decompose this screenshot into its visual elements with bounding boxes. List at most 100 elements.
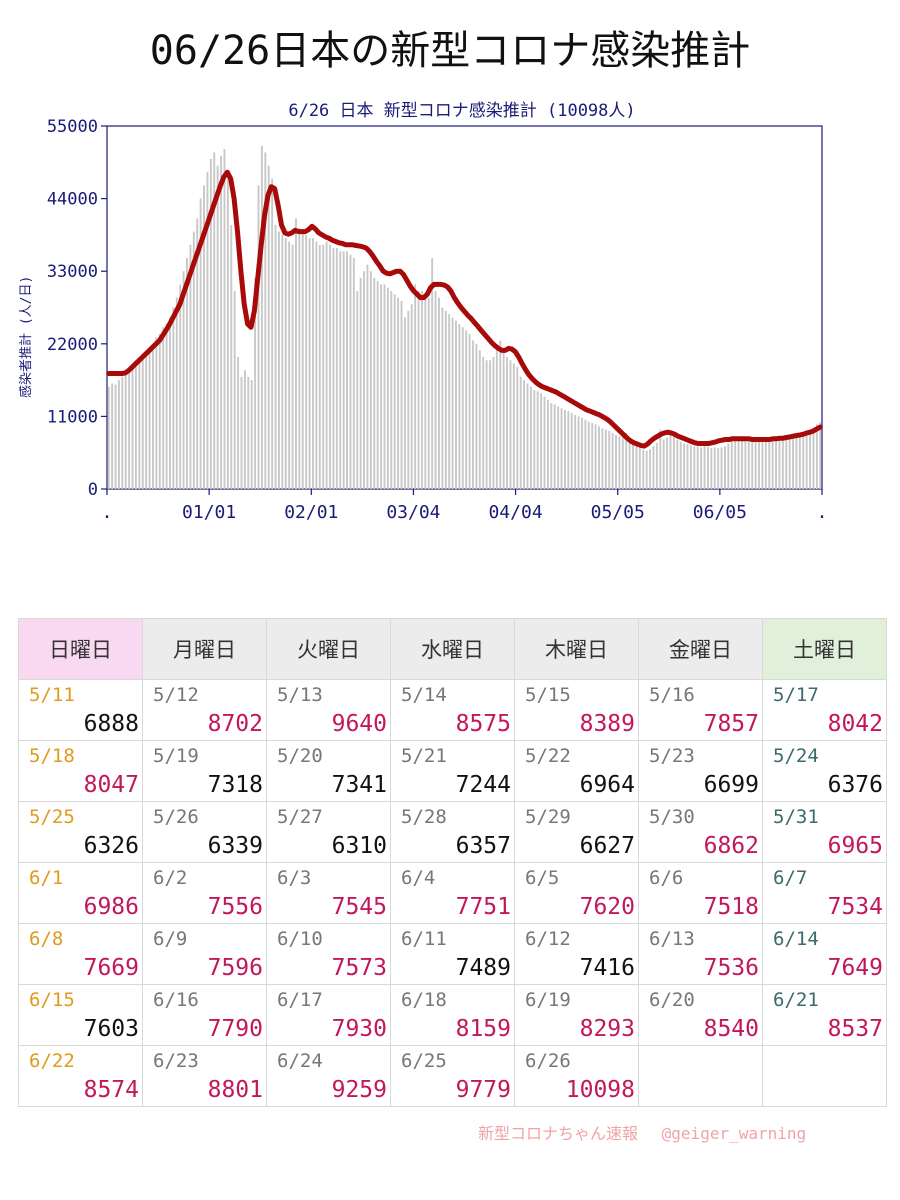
bar [318, 244, 321, 489]
bar [523, 380, 526, 489]
bar [458, 324, 461, 489]
calendar-value: 6357 [455, 833, 511, 859]
bar [741, 439, 743, 489]
bar [744, 439, 747, 489]
bar [706, 446, 709, 489]
calendar-date: 5/25 [29, 806, 75, 828]
y-axis: 55000 44000 33000 22000 11000 0 [47, 117, 107, 500]
bar [546, 399, 549, 489]
calendar-day-cell: 5/25 6326 [18, 801, 143, 863]
bar [758, 439, 760, 489]
bar [478, 350, 481, 489]
bar [485, 360, 488, 489]
bar [250, 380, 253, 489]
bar [397, 297, 400, 489]
calendar-week-row: 6/15 7603 6/16 7790 6/17 7930 6/18 8159 6/19 8293… [18, 984, 887, 1046]
bar [455, 320, 457, 489]
bar [492, 357, 495, 489]
bar [128, 370, 131, 489]
bar [516, 366, 519, 489]
bar [526, 383, 529, 489]
bar [761, 440, 764, 489]
bar [638, 448, 641, 489]
bar [672, 436, 675, 489]
calendar-week-row: 6/22 8574 6/23 8801 6/24 9259 6/25 9779 6/26 1009… [18, 1045, 887, 1107]
calendar-date: 5/12 [153, 684, 199, 706]
calendar-day-cell: 6/13 7536 [638, 923, 763, 985]
bar [134, 360, 137, 489]
calendar-day-cell: 5/14 8575 [390, 679, 515, 741]
y-tick-label: 11000 [47, 407, 98, 427]
calendar-date: 6/21 [773, 989, 819, 1011]
calendar-date: 5/22 [525, 745, 571, 767]
calendar-date: 5/14 [401, 684, 447, 706]
calendar-date: 6/18 [401, 989, 447, 1011]
footer: 新型コロナちゃん速報 @geiger_warning [478, 1120, 820, 1144]
calendar-day-cell: 6/1 6986 [18, 862, 143, 924]
calendar-date: 6/2 [153, 867, 188, 889]
bar [540, 393, 543, 489]
bar [737, 440, 740, 489]
bar [621, 437, 624, 489]
calendar-value: 7790 [207, 1016, 263, 1042]
calendar-day-cell: 5/18 8047 [18, 740, 143, 802]
calendar-date: 6/24 [277, 1050, 323, 1072]
calendar-value: 6888 [83, 711, 139, 737]
calendar-value: 9779 [455, 1077, 511, 1103]
bar [148, 347, 151, 489]
bar [359, 277, 362, 489]
calendar-day-cell: 5/15 8389 [514, 679, 639, 741]
plot-frame [106, 125, 823, 490]
calendar-day-cell: 5/24 6376 [762, 740, 887, 802]
bar [649, 449, 652, 489]
calendar-value: 7930 [331, 1016, 387, 1042]
calendar-value: 8801 [207, 1077, 263, 1103]
calendar-value: 9259 [331, 1077, 387, 1103]
calendar-week-row: 6/1 6986 6/2 7556 6/3 7545 6/4 7751 6/5 7620 6/6 75… [18, 862, 887, 924]
calendar-value: 7751 [455, 894, 511, 920]
bar [775, 438, 777, 489]
bar [560, 408, 563, 489]
calendar-date: 5/15 [525, 684, 571, 706]
calendar-value: 7857 [703, 711, 759, 737]
bar [577, 416, 580, 489]
bar [175, 297, 178, 489]
bar [475, 343, 478, 489]
bar [581, 417, 583, 489]
bar [563, 409, 566, 489]
calendar-date: 6/3 [277, 867, 312, 889]
calendar-value: 7536 [703, 955, 759, 981]
bar [676, 439, 679, 489]
bar [203, 185, 205, 489]
calendar-day-cell: 6/9 7596 [142, 923, 267, 985]
bar [301, 231, 304, 489]
bar [274, 225, 277, 489]
bar [543, 396, 546, 489]
calendar-value: 6862 [703, 833, 759, 859]
calendar-header-5: 金曜日 [638, 618, 763, 680]
bar [114, 384, 117, 489]
calendar-date: 5/21 [401, 745, 447, 767]
bar [107, 386, 110, 489]
calendar-date: 6/9 [153, 928, 188, 950]
calendar-date: 5/23 [649, 745, 695, 767]
bar [339, 251, 342, 489]
calendar-week-row: 6/8 7669 6/9 7596 6/10 7573 6/11 7489 6/12 7416 6/… [18, 923, 887, 985]
bar [689, 445, 692, 489]
calendar-day-cell: 6/16 7790 [142, 984, 267, 1046]
calendar-value: 8575 [455, 711, 511, 737]
bar [754, 440, 757, 489]
calendar-day-cell: 6/26 10098 [514, 1045, 639, 1107]
bar [795, 434, 798, 489]
bar [611, 432, 614, 489]
bar-series [107, 145, 822, 490]
calendar-value: 7573 [331, 955, 387, 981]
calendar-value: 8537 [827, 1016, 883, 1042]
bar [635, 446, 638, 489]
bar [417, 291, 420, 489]
bar [182, 271, 185, 489]
bar [380, 284, 383, 489]
bar [802, 432, 805, 489]
bar [356, 291, 359, 489]
bar [710, 448, 713, 489]
